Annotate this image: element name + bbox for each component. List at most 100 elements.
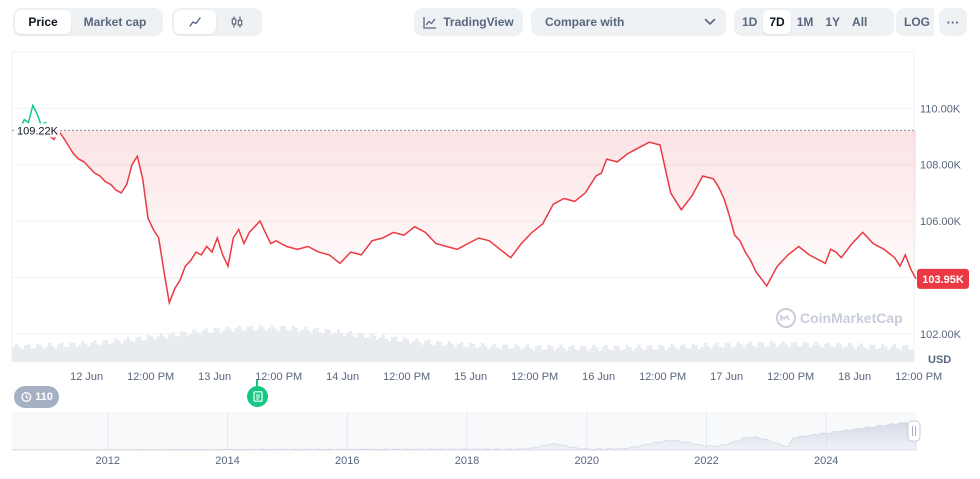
tab-market-cap[interactable]: Market cap [83, 15, 147, 29]
volume-bar [261, 327, 265, 362]
volume-bar [595, 347, 599, 362]
volume-bar [910, 349, 915, 362]
volume-bar [592, 344, 596, 362]
volume-bar [75, 347, 79, 362]
range-7d[interactable]: 7D [763, 10, 791, 34]
volume-bar [132, 342, 136, 362]
price-line-below-reference [47, 130, 917, 306]
volume-bar [207, 332, 211, 362]
volume-bar [568, 346, 572, 362]
volume-bar [66, 347, 70, 362]
volume-bar [228, 328, 232, 362]
x-tick-label: 12:00 PM [383, 371, 430, 383]
volume-bar [877, 348, 882, 362]
volume-bar [688, 348, 692, 362]
volume-bar [547, 345, 551, 362]
volume-bar [174, 336, 178, 362]
volume-bar [135, 337, 139, 362]
volume-bar [640, 348, 644, 362]
news-marker[interactable] [247, 380, 268, 407]
volume-bar [90, 342, 94, 362]
volume-bar [706, 345, 710, 362]
volume-bar [456, 343, 461, 362]
volume-bar [502, 344, 506, 362]
volume-bar [649, 345, 653, 362]
overview-background [12, 412, 916, 450]
volume-bar [601, 347, 605, 362]
volume-bar [586, 350, 590, 362]
volume-bar [580, 345, 584, 362]
overview-navigator[interactable]: 2012 2014 2016 2018 2020 2022 2024 [11, 412, 921, 467]
volume-bar [679, 345, 683, 362]
volume-bar [60, 342, 64, 362]
x-tick-label: 12:00 PM [639, 371, 686, 383]
volume-bar [279, 326, 283, 362]
tab-price[interactable]: Price [15, 10, 71, 34]
range-1y[interactable]: 1Y [825, 15, 841, 29]
volume-bar [318, 332, 322, 362]
range-1d[interactable]: 1D [742, 15, 758, 29]
volume-bar [354, 336, 359, 362]
volume-bar [634, 347, 638, 362]
volume-bar [784, 344, 789, 362]
volume-bar [739, 344, 743, 362]
volume-bar [532, 350, 536, 362]
volume-bar [829, 346, 834, 362]
volume-bar [637, 344, 641, 362]
volume-bar [429, 344, 434, 362]
volume-bar [240, 329, 244, 362]
chevron-down-icon [704, 18, 716, 25]
volume-bar [159, 333, 163, 362]
volume-bar [544, 349, 548, 362]
chart-toolbar: Price Market cap TradingView Compare wit… [0, 0, 980, 44]
volume-bar [835, 343, 840, 362]
volume-bar [655, 349, 659, 362]
volume-bar [426, 339, 431, 362]
overview-handle [907, 420, 921, 442]
volume-bar [769, 341, 773, 362]
volume-bar [348, 330, 353, 362]
volume-bar [366, 337, 371, 362]
volume-bar [168, 333, 172, 362]
volume-bar [63, 346, 67, 362]
log-toggle[interactable]: LOG [904, 15, 930, 29]
volume-bar [697, 348, 701, 362]
volume-bar [499, 349, 503, 362]
chart-grid [11, 51, 915, 362]
volume-bar [775, 346, 779, 362]
volume-bar [45, 346, 49, 362]
volume-bar [703, 343, 707, 362]
volume-bar [793, 341, 798, 362]
candlestick-button[interactable] [216, 10, 258, 34]
volume-bar [126, 337, 130, 362]
line-chart-button[interactable] [174, 10, 216, 34]
more-options-button[interactable]: ··· [939, 8, 967, 36]
x-tick-label: 18 Jun [838, 371, 871, 383]
volume-bar [453, 347, 458, 362]
compare-with-dropdown[interactable]: Compare with [531, 8, 726, 36]
volume-bar [105, 340, 109, 362]
range-all[interactable]: All [852, 15, 868, 29]
volume-bar [24, 345, 28, 362]
range-1m[interactable]: 1M [796, 15, 814, 29]
reference-label-bg [14, 123, 60, 138]
volume-bar [435, 340, 440, 362]
volume-bar [529, 347, 533, 362]
volume-bar [901, 345, 906, 362]
volume-bar [381, 334, 386, 362]
volume-bar [57, 344, 61, 362]
volume-bar [387, 341, 392, 362]
volume-bar [745, 344, 749, 362]
events-badge[interactable]: 110 [14, 386, 59, 408]
volume-bar [850, 345, 855, 362]
x-tick-label: 15 Jun [454, 371, 487, 383]
volume-bar [724, 343, 728, 362]
volume-bar [583, 346, 587, 362]
volume-bar [12, 347, 16, 362]
volume-bar [36, 343, 40, 362]
tradingview-button[interactable]: TradingView [414, 8, 523, 36]
volume-bar [517, 346, 521, 362]
volume-bar [610, 350, 614, 362]
x-axis: 12 Jun 12:00 PM 13 Jun 12:00 PM 14 Jun 12:00 … [70, 371, 942, 383]
